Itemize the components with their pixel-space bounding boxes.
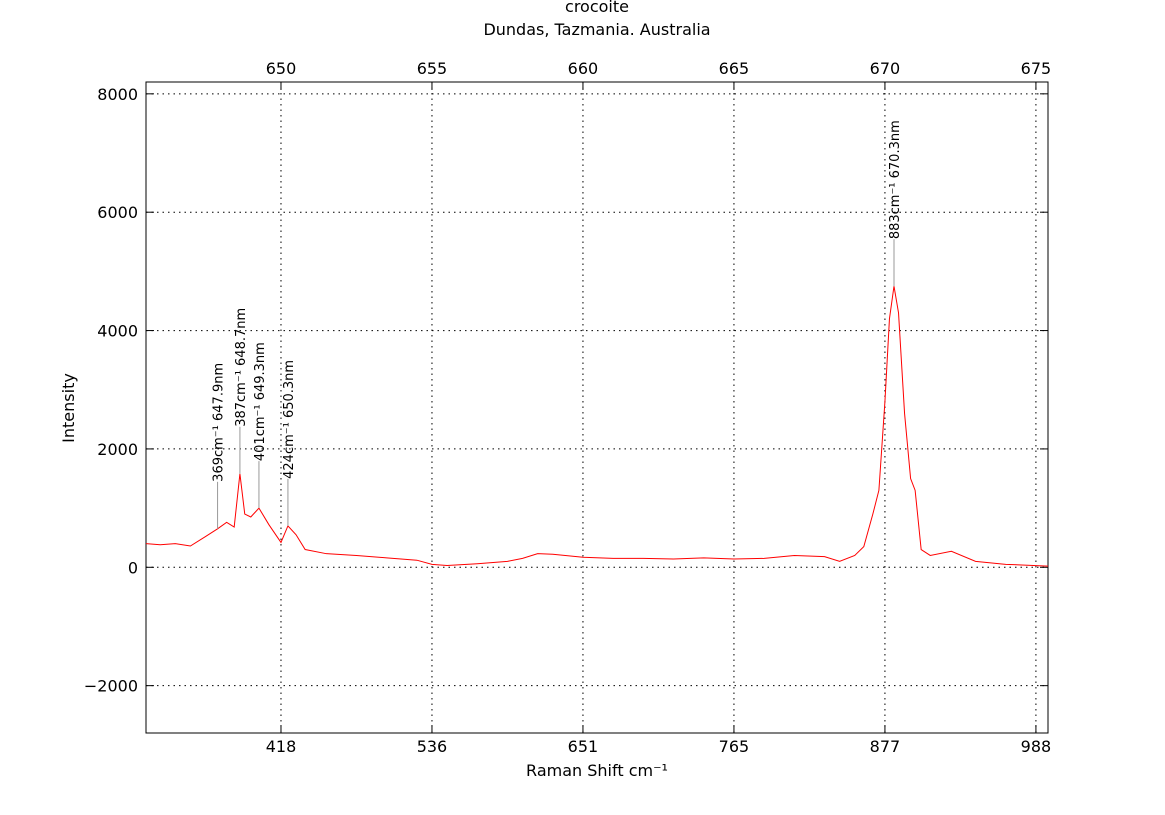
x2-tick-label: 665 <box>719 59 750 78</box>
y-tick-label: 2000 <box>97 440 138 459</box>
y-axis-label: Intensity <box>59 373 78 443</box>
chart-title: crocoite <box>565 0 629 16</box>
x-tick-label: 765 <box>719 737 750 756</box>
y-tick-label: −2000 <box>84 677 138 696</box>
x2-tick-label: 660 <box>568 59 599 78</box>
x-tick-label: 536 <box>417 737 448 756</box>
x2-tick-label: 670 <box>870 59 901 78</box>
x2-tick-label: 650 <box>266 59 297 78</box>
annotation-label: 387cm⁻¹ 648.7nm <box>234 308 249 427</box>
x2-tick-label: 675 <box>1021 59 1052 78</box>
y-tick-label: 4000 <box>97 322 138 341</box>
x-tick-label: 877 <box>870 737 901 756</box>
annotation-label: 883cm⁻¹ 670.3nm <box>888 120 903 239</box>
chart-subtitle: Dundas, Tazmania. Australia <box>483 20 710 39</box>
y-tick-label: 6000 <box>97 203 138 222</box>
annotation-label: 424cm⁻¹ 650.3nm <box>282 360 297 479</box>
x-tick-label: 418 <box>266 737 297 756</box>
annotation-label: 401cm⁻¹ 649.3nm <box>253 342 268 461</box>
annotation-label: 369cm⁻¹ 647.9nm <box>212 363 227 482</box>
plot-frame <box>145 81 1049 734</box>
x2-tick-label: 655 <box>417 59 448 78</box>
y-tick-label: 8000 <box>97 85 138 104</box>
x-tick-label: 988 <box>1021 737 1052 756</box>
x-tick-label: 651 <box>568 737 599 756</box>
y-tick-label: 0 <box>128 558 138 577</box>
data-line <box>145 286 1049 567</box>
x-axis-label: Raman Shift cm⁻¹ <box>526 761 668 780</box>
